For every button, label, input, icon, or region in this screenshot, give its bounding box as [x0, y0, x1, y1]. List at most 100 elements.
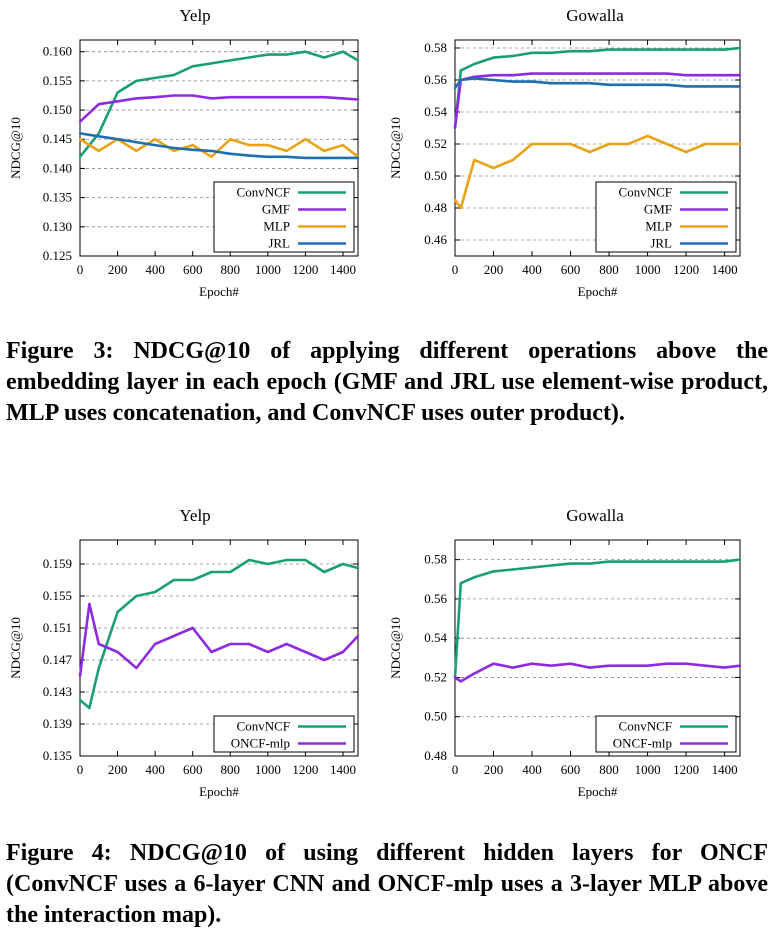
- data-point: [341, 97, 345, 100]
- y-tick-label: 0.150: [43, 102, 72, 117]
- x-tick-label: 400: [145, 762, 165, 777]
- series-line-gmf: [453, 72, 740, 129]
- data-point: [153, 76, 157, 80]
- x-tick-label: 1400: [330, 762, 356, 777]
- data-point: [88, 602, 91, 606]
- fig4-yelp-chart: 0.135 0.139 0.143 0.147 0.151 0.155 0.159 0 200 4…: [8, 539, 360, 799]
- data-point: [116, 91, 119, 94]
- data-point: [511, 666, 514, 669]
- data-point: [492, 662, 495, 665]
- data-point: [266, 562, 270, 566]
- data-point: [304, 650, 307, 654]
- data-point: [322, 96, 326, 99]
- x-tick-label: 200: [108, 262, 128, 277]
- data-point: [78, 132, 82, 135]
- data-point: [569, 662, 572, 665]
- y-tick-label: 0.130: [43, 219, 72, 234]
- x-tick-label: 1400: [712, 262, 738, 277]
- data-point: [492, 570, 495, 573]
- y-tick-label: 0.147: [43, 652, 73, 667]
- data-point: [530, 80, 534, 83]
- y-tick-label: 0.52: [424, 136, 447, 151]
- data-point: [588, 82, 591, 85]
- data-point: [627, 560, 630, 563]
- data-point: [356, 59, 360, 62]
- data-point: [550, 142, 553, 146]
- y-tick-label: 0.46: [424, 232, 447, 247]
- x-tick-label: 1000: [255, 762, 281, 777]
- data-point: [97, 149, 100, 153]
- data-point: [473, 672, 476, 675]
- legend-label: ConvNCF: [619, 185, 672, 200]
- data-point: [738, 664, 742, 667]
- x-tick-label: 1200: [292, 762, 318, 777]
- data-point: [627, 48, 630, 51]
- data-point: [550, 51, 553, 54]
- data-point: [569, 50, 572, 53]
- data-point: [646, 48, 649, 51]
- y-tick-label: 0.58: [424, 40, 447, 55]
- data-point: [285, 642, 288, 646]
- data-point: [665, 83, 669, 87]
- x-tick-label: 200: [484, 762, 504, 777]
- fig4-gowalla-panel: Gowalla 0.48 0.50 0.52 0.54 0.56 0.58 0 200 400 6…: [380, 500, 774, 810]
- data-point: [285, 96, 288, 99]
- legend-label: GMF: [644, 202, 672, 217]
- data-point: [453, 126, 457, 130]
- data-point: [646, 134, 649, 138]
- data-point: [704, 142, 707, 146]
- data-point: [569, 562, 572, 565]
- y-tick-label: 0.155: [43, 588, 72, 603]
- data-point: [665, 72, 669, 75]
- data-point: [135, 149, 138, 153]
- data-point: [153, 96, 157, 99]
- data-point: [97, 642, 100, 646]
- data-point: [153, 642, 157, 646]
- data-point: [78, 138, 82, 141]
- x-tick-label: 800: [221, 262, 241, 277]
- data-point: [97, 103, 100, 106]
- data-point: [135, 79, 138, 83]
- data-point: [172, 634, 176, 638]
- legend-label: MLP: [645, 219, 672, 234]
- data-point: [665, 662, 669, 665]
- fig4-gowalla-chart: 0.48 0.50 0.52 0.54 0.56 0.58 0 200 400 600 800 100…: [388, 539, 742, 799]
- data-point: [247, 56, 251, 59]
- data-point: [78, 155, 82, 158]
- data-point: [356, 98, 360, 101]
- data-point: [266, 96, 270, 99]
- data-point: [511, 80, 514, 83]
- data-point: [704, 560, 707, 563]
- data-point: [191, 148, 194, 151]
- data-point: [704, 48, 707, 51]
- series-line-convncf: [453, 558, 741, 678]
- data-point: [738, 74, 742, 77]
- data-point: [341, 562, 345, 566]
- x-tick-label: 1200: [292, 262, 318, 277]
- data-point: [550, 664, 553, 667]
- series-line-oncf-mlp: [78, 602, 359, 677]
- x-tick-label: 800: [599, 262, 619, 277]
- data-point: [684, 150, 688, 154]
- legend-box: [595, 715, 737, 753]
- y-tick-label: 0.155: [43, 73, 72, 88]
- data-point: [210, 149, 213, 153]
- data-point: [723, 48, 726, 51]
- data-point: [704, 74, 707, 77]
- data-point: [229, 642, 232, 646]
- data-point: [116, 650, 119, 654]
- data-point: [116, 138, 119, 141]
- y-tick-label: 0.159: [43, 556, 72, 571]
- legend-label: JRL: [268, 236, 290, 251]
- data-point: [646, 664, 649, 667]
- data-point: [738, 142, 742, 146]
- data-point: [135, 666, 138, 670]
- legend-label: JRL: [650, 236, 672, 251]
- data-point: [229, 138, 232, 141]
- fig3-gowalla-chart: 0.46 0.48 0.50 0.52 0.54 0.56 0.58 0 200 400 600 80…: [388, 39, 742, 299]
- y-tick-label: 0.140: [43, 160, 72, 175]
- data-point: [530, 51, 534, 54]
- data-point: [665, 48, 669, 51]
- fig4-yelp-panel: Yelp 0.135 0.139 0.143 0.147 0.151 0.155 0.159…: [0, 500, 380, 810]
- data-point: [588, 562, 591, 565]
